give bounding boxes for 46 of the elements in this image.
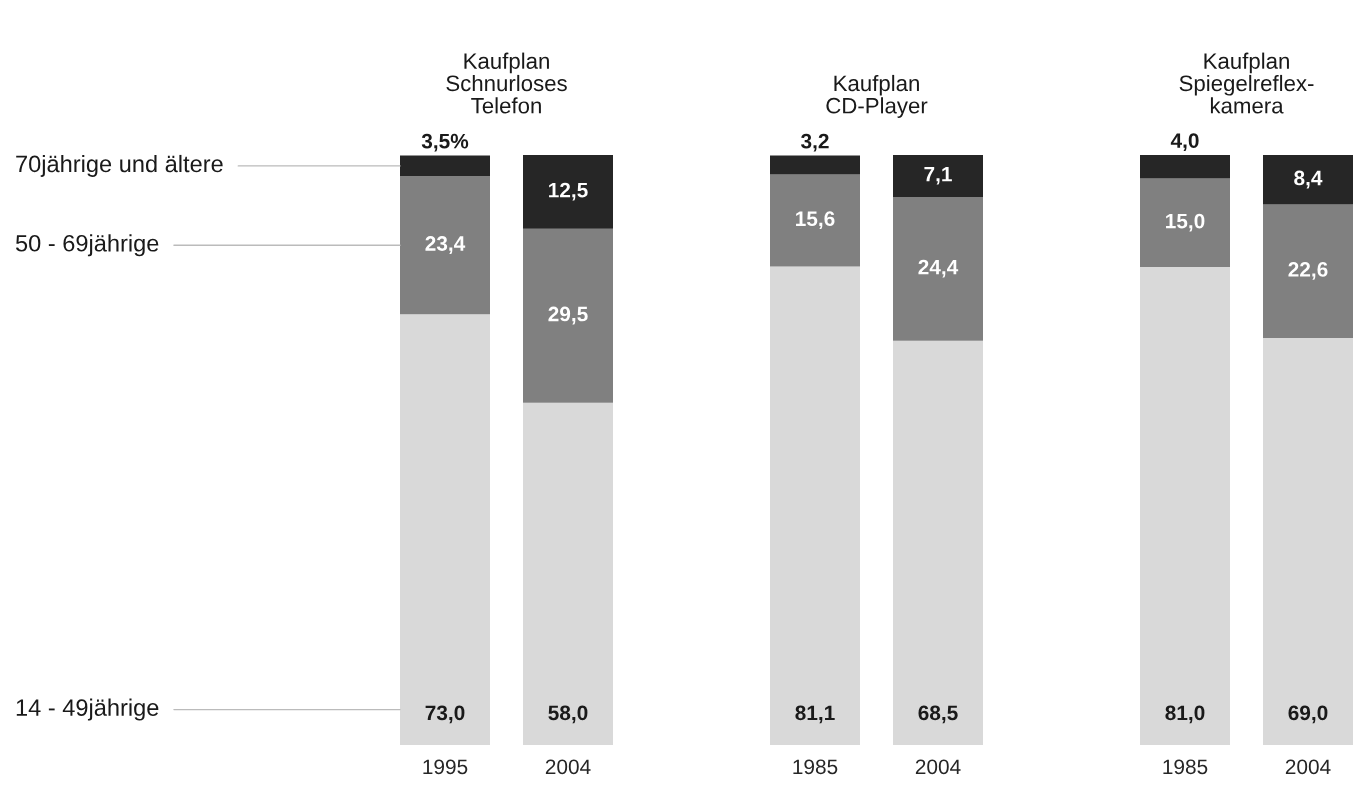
- x-tick-label: 2004: [545, 759, 591, 775]
- bar: [523, 402, 613, 745]
- data-label: 8,4: [1294, 170, 1323, 189]
- bar: [893, 340, 983, 745]
- bar: [1263, 155, 1353, 205]
- bar: [893, 155, 983, 197]
- data-label: 69,0: [1288, 705, 1328, 724]
- text: 70jährige und ältere: [16, 154, 223, 177]
- bar: [1140, 155, 1230, 179]
- data-label: 81,0: [1165, 705, 1205, 724]
- bar: [893, 196, 983, 341]
- data-label: 12,5: [549, 182, 588, 201]
- bar: [770, 155, 860, 175]
- chart-title: Kaufplan CD-Player: [826, 74, 928, 118]
- data-label: 81,1: [795, 705, 835, 724]
- bar: [400, 314, 490, 745]
- bar: [400, 176, 490, 315]
- chart-title: Kaufplan Schnurloses Telefon: [446, 52, 567, 114]
- data-label: 23,4: [425, 236, 466, 254]
- data-label: 3,2: [801, 133, 829, 152]
- data-label: 4,0: [1170, 133, 1199, 151]
- chart-title: Kaufplan Spiegelreflex- kamera: [1179, 52, 1314, 114]
- data-label: 15,6: [796, 211, 835, 230]
- bar: [1263, 204, 1353, 338]
- data-label: 3,5%: [421, 133, 469, 152]
- data-label: 58,0: [548, 705, 588, 724]
- bar: [400, 155, 490, 177]
- x-tick-label: 1985: [793, 759, 838, 775]
- data-label: 29,5: [548, 306, 588, 325]
- bar: [1263, 337, 1353, 745]
- bar: [523, 228, 613, 403]
- data-label: 73,0: [425, 705, 465, 724]
- x-tick-label: 1985: [1163, 759, 1208, 775]
- x-tick-label: 1995: [423, 759, 468, 775]
- data-label: 22,6: [1288, 262, 1328, 280]
- bar: [1140, 178, 1230, 268]
- text: 14 - 49jährige: [16, 698, 159, 721]
- bar: [523, 155, 613, 229]
- data-label: 15,0: [1166, 213, 1205, 232]
- data-label: 24,4: [918, 259, 959, 278]
- data-label: 68,5: [918, 705, 958, 724]
- text: 50 - 69jährige: [15, 234, 159, 257]
- x-tick-label: 2004: [1285, 759, 1331, 775]
- data-label: 7,1: [924, 167, 952, 185]
- bar: [770, 174, 860, 267]
- x-tick-label: 2004: [915, 759, 961, 775]
